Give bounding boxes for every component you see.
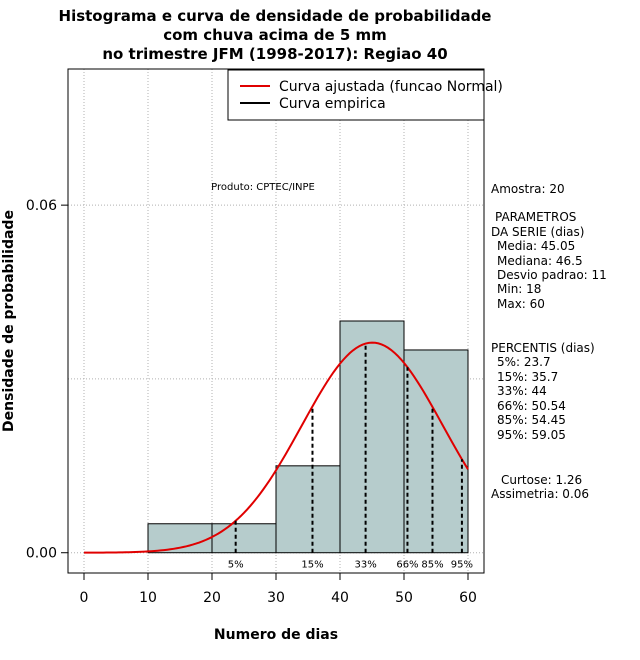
stat-max: Max: 60 bbox=[497, 297, 545, 311]
y-axis-label: Densidade de probabilidade bbox=[1, 210, 17, 432]
x-tick-label: 30 bbox=[267, 590, 285, 606]
stat-params-title-1: PARAMETROS bbox=[495, 210, 576, 224]
stat-media: Media: 45.05 bbox=[497, 239, 575, 253]
stat-p15: 15%: 35.7 bbox=[497, 370, 558, 384]
normal-fit-curve bbox=[83, 341, 469, 554]
stat-amostra: Amostra: 20 bbox=[491, 182, 565, 196]
stat-desvio: Desvio padrao: 11 bbox=[497, 268, 607, 282]
chart-title-line-1: Histograma e curva de densidade de proba… bbox=[59, 7, 492, 25]
x-tick-label: 40 bbox=[331, 590, 349, 606]
stat-min: Min: 18 bbox=[497, 282, 541, 296]
stat-params-title-2: DA SERIE (dias) bbox=[491, 225, 584, 239]
stat-percentis-title: PERCENTIS (dias) bbox=[491, 341, 595, 355]
stat-p85: 85%: 54.45 bbox=[497, 413, 566, 427]
histogram-bar bbox=[339, 320, 405, 554]
stats-panel: Amostra: 20 PARAMETROS DA SERIE (dias) M… bbox=[491, 182, 607, 501]
stat-mediana: Mediana: 46.5 bbox=[497, 254, 583, 268]
stat-p33: 33%: 44 bbox=[497, 384, 547, 398]
stat-p5: 5%: 23.7 bbox=[497, 355, 551, 369]
percentile-label: 33% bbox=[354, 560, 376, 571]
x-tick-label: 50 bbox=[395, 590, 413, 606]
histogram-bar bbox=[211, 523, 277, 554]
chart-title-line-3: no trimestre JFM (1998-2017): Regiao 40 bbox=[102, 45, 447, 63]
product-annotation: Produto: CPTEC/INPE bbox=[211, 182, 315, 193]
stat-p66: 66%: 50.54 bbox=[497, 399, 566, 413]
x-tick-label: 10 bbox=[139, 590, 157, 606]
stat-assimetria: Assimetria: 0.06 bbox=[491, 487, 589, 501]
legend-label-empirical: Curva empirica bbox=[279, 96, 386, 112]
percentile-label: 95% bbox=[451, 560, 473, 571]
histogram-bar bbox=[275, 465, 341, 554]
x-tick-label: 60 bbox=[459, 590, 477, 606]
stat-p95: 95%: 59.05 bbox=[497, 428, 566, 442]
percentile-label: 5% bbox=[228, 560, 244, 571]
percentile-label: 66% bbox=[396, 560, 418, 571]
stat-curtose: Curtose: 1.26 bbox=[501, 473, 582, 487]
y-tick-label: 0.00 bbox=[26, 546, 57, 562]
x-tick-label: 0 bbox=[80, 590, 89, 606]
legend-box bbox=[227, 69, 485, 121]
percentile-label: 15% bbox=[301, 560, 323, 571]
chart-title-line-2: com chuva acima de 5 mm bbox=[163, 26, 387, 44]
x-tick-label: 20 bbox=[203, 590, 221, 606]
percentile-label: 85% bbox=[421, 560, 443, 571]
y-tick-label: 0.06 bbox=[26, 198, 57, 214]
x-axis-label: Numero de dias bbox=[214, 627, 338, 643]
legend-label-normal: Curva ajustada (funcao Normal) bbox=[279, 79, 503, 95]
legend: Curva ajustada (funcao Normal) Curva emp… bbox=[227, 69, 503, 121]
